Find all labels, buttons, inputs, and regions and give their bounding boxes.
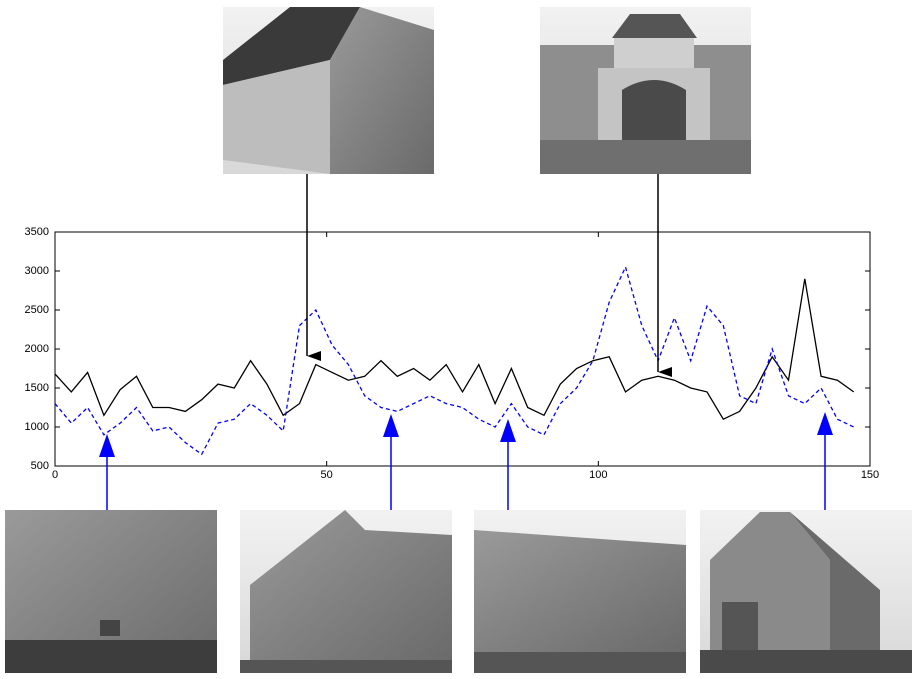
photo <box>474 510 686 673</box>
x-tick-label: 150 <box>861 469 879 481</box>
y-tick-label: 500 <box>31 460 49 472</box>
y-tick-label: 3500 <box>25 226 49 238</box>
y-tick-label: 1000 <box>25 421 49 433</box>
y-tick-label: 3000 <box>25 265 49 277</box>
photo <box>240 510 452 673</box>
x-tick-label: 50 <box>321 469 333 481</box>
y-tick-label: 2000 <box>25 343 49 355</box>
photo <box>700 510 912 673</box>
x-tick-label: 100 <box>589 469 607 481</box>
photo <box>540 7 751 174</box>
x-tick-label: 0 <box>52 469 58 481</box>
series-line <box>54 278 855 421</box>
plot: 500 1000 1500 2000 2500 3000 3500 0 50 100 150 <box>25 226 880 481</box>
photo <box>223 7 434 174</box>
annotation-arrows <box>99 174 833 510</box>
plot-frame <box>54 231 871 467</box>
y-tick-label: 2500 <box>25 304 49 316</box>
y-tick-label: 1500 <box>25 382 49 394</box>
series-line <box>54 265 854 456</box>
photo <box>5 510 217 673</box>
